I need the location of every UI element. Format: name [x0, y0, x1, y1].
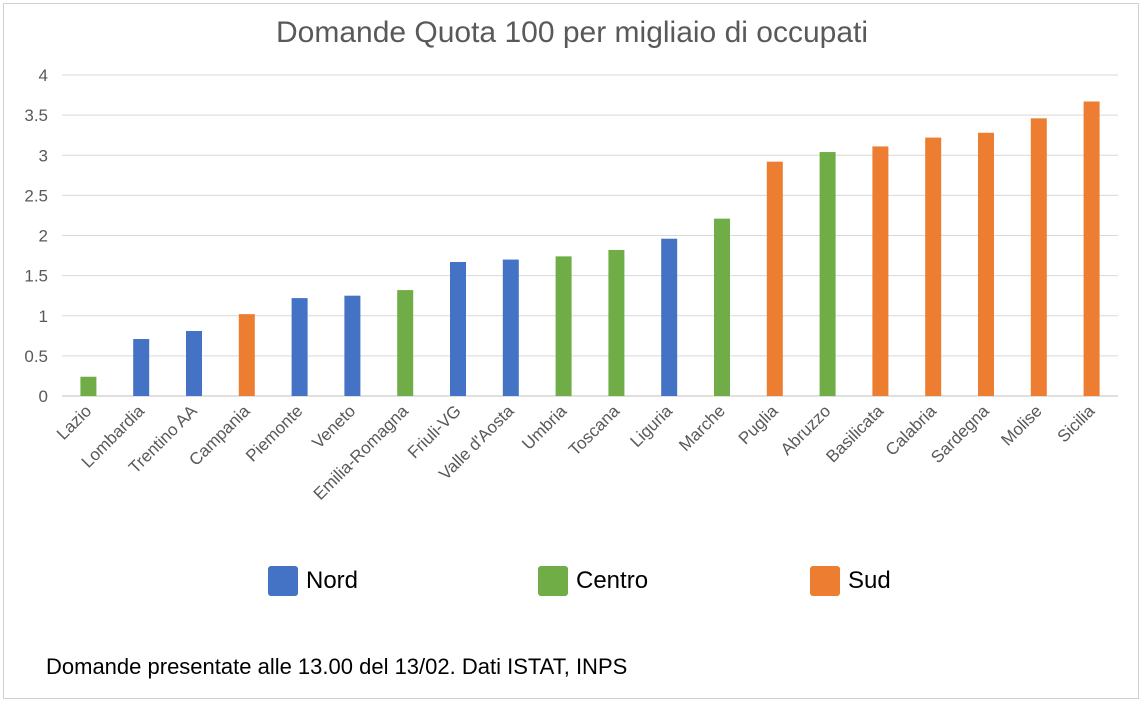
y-tick-label: 2 — [39, 227, 48, 246]
legend-swatch-sud — [810, 566, 840, 596]
bar — [978, 132, 994, 396]
x-tick-label: Lazio — [53, 401, 95, 443]
y-tick-label: 0 — [39, 387, 48, 406]
bar — [397, 290, 414, 396]
y-tick-label: 1.5 — [24, 267, 48, 286]
x-tick-label: Molise — [997, 401, 1045, 449]
x-tick-label: Piemonte — [242, 401, 306, 465]
bar — [555, 256, 572, 396]
legend-swatch-centro — [538, 566, 568, 596]
legend-label-sud: Sud — [848, 567, 891, 594]
y-tick-label: 0.5 — [24, 347, 48, 366]
legend-label-nord: Nord — [306, 567, 359, 594]
bar — [291, 298, 308, 396]
x-tick-label: Basilicata — [822, 401, 887, 466]
bar — [133, 339, 150, 396]
bar — [450, 261, 466, 396]
x-tick-label: Toscana — [565, 401, 624, 460]
y-tick-label: 1 — [39, 307, 48, 326]
bar — [925, 137, 942, 396]
bar — [1083, 101, 1100, 397]
x-tick-label: Puglia — [735, 401, 782, 448]
y-tick-label: 3 — [39, 146, 48, 165]
legend-item-centro: Centro — [538, 566, 648, 596]
bar — [714, 218, 730, 396]
bar — [819, 152, 836, 396]
bar — [608, 249, 625, 396]
x-tick-label: Veneto — [308, 401, 359, 452]
x-tick-label: Liguria — [626, 401, 676, 451]
chart-title: Domande Quota 100 per migliaio di occupa… — [275, 16, 869, 49]
bar — [502, 259, 519, 396]
x-tick-label: Sicilia — [1054, 401, 1099, 446]
bar — [186, 330, 202, 396]
bar — [766, 161, 783, 396]
legend-item-sud: Sud — [810, 566, 891, 596]
y-tick-label: 3.5 — [24, 106, 48, 125]
bar — [872, 146, 889, 396]
y-tick-label: 2.5 — [24, 186, 48, 205]
bar — [661, 238, 678, 396]
x-tick-label: Umbria — [518, 401, 571, 454]
y-tick-label: 4 — [39, 66, 48, 85]
bar — [238, 314, 255, 396]
x-tick-label: Sardegna — [927, 401, 993, 467]
legend-label-centro: Centro — [576, 567, 649, 594]
x-tick-label: Emilia-Romagna — [310, 401, 413, 504]
legend-item-nord: Nord — [268, 566, 358, 596]
x-tick-label: Marche — [675, 401, 729, 455]
bar — [1030, 118, 1047, 397]
bar — [80, 376, 97, 396]
bar — [344, 295, 361, 396]
legend-swatch-nord — [268, 566, 298, 596]
footnote: Domande presentate alle 13.00 del 13/02.… — [46, 654, 628, 679]
chart-legend: Nord Centro Sud — [0, 566, 1144, 602]
